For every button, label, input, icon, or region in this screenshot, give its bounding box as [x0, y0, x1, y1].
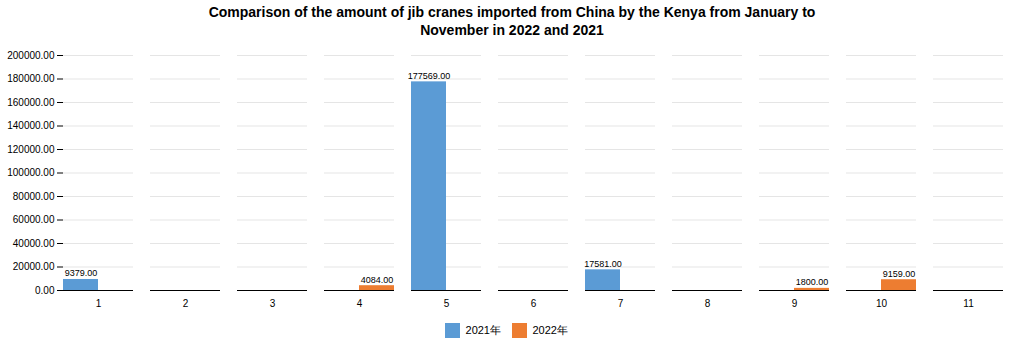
- svg-text:9159.00: 9159.00: [883, 269, 916, 279]
- svg-text:160000.00: 160000.00: [7, 97, 55, 108]
- svg-text:40000.00: 40000.00: [13, 238, 55, 249]
- svg-text:140000.00: 140000.00: [7, 120, 55, 131]
- svg-text:177569.00: 177569.00: [408, 71, 451, 81]
- svg-text:180000.00: 180000.00: [7, 73, 55, 84]
- svg-text:17581.00: 17581.00: [584, 259, 622, 269]
- svg-text:5: 5: [444, 298, 450, 309]
- svg-text:60000.00: 60000.00: [13, 214, 55, 225]
- svg-text:7: 7: [618, 298, 624, 309]
- svg-text:9: 9: [792, 298, 798, 309]
- svg-text:9379.00: 9379.00: [65, 268, 98, 278]
- svg-text:4: 4: [357, 298, 363, 309]
- html-text:2021年: 2021年: [465, 324, 501, 336]
- svg-text:100000.00: 100000.00: [7, 167, 55, 178]
- svg-text:2: 2: [183, 298, 189, 309]
- svg-text:11: 11: [963, 298, 974, 309]
- svg-text:200000.00: 200000.00: [7, 50, 55, 61]
- svg-text:1800.00: 1800.00: [796, 277, 829, 287]
- html-text:2022年: 2022年: [532, 324, 568, 336]
- svg-text:4084.00: 4084.00: [361, 275, 394, 285]
- svg-text:8: 8: [705, 298, 711, 309]
- svg-text:3: 3: [270, 298, 276, 309]
- svg-text:6: 6: [531, 298, 537, 309]
- svg-text:120000.00: 120000.00: [7, 144, 55, 155]
- svg-text:0.00: 0.00: [35, 285, 55, 296]
- html-text:Comparison of the amount of ji: Comparison of the amount of jib cranes i…: [208, 4, 816, 38]
- svg-text:20000.00: 20000.00: [13, 261, 55, 272]
- svg-text:1: 1: [96, 298, 102, 309]
- svg-text:80000.00: 80000.00: [13, 191, 55, 202]
- svg-text:10: 10: [876, 298, 888, 309]
